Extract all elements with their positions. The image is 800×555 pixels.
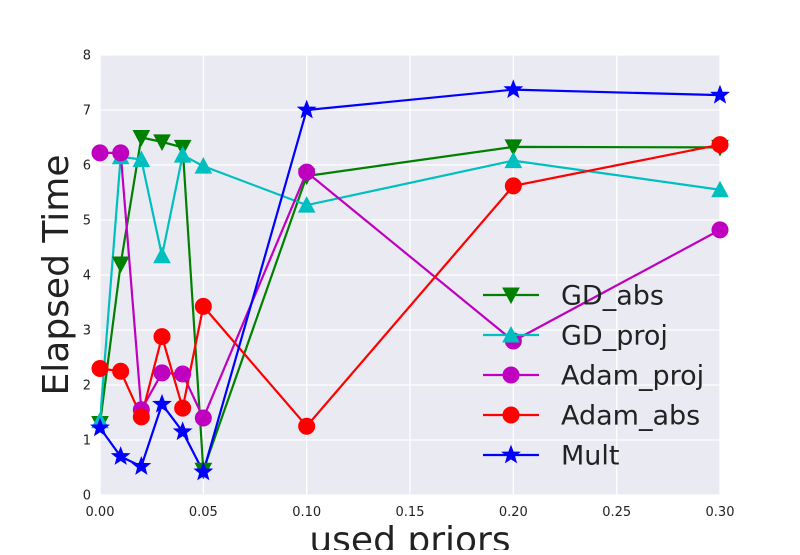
legend-label-adam-proj: Adam_proj — [561, 361, 704, 392]
data-point-mult — [193, 461, 214, 481]
data-point-gd-abs — [132, 130, 151, 147]
grid — [99, 54, 721, 496]
data-point-gd-proj — [173, 146, 192, 163]
data-point-adam-abs — [91, 360, 109, 377]
data-point-adam-abs — [112, 362, 130, 380]
data-point-gd-abs — [153, 134, 171, 151]
x-tick-label: 0.10 — [292, 505, 321, 520]
x-axis-title: used priors — [309, 520, 510, 550]
data-point-mult — [503, 79, 524, 99]
data-point-mult — [710, 84, 730, 104]
data-point-mult — [172, 421, 193, 441]
data-point-mult — [90, 417, 110, 437]
data-point-adam-abs — [504, 177, 522, 195]
legend-marker-gd-proj — [502, 325, 520, 343]
legend-marker-adam-proj — [502, 366, 520, 384]
y-tick-label: 0 — [83, 489, 91, 504]
x-tick-label: 0.20 — [499, 505, 528, 520]
x-tick-label: 0.15 — [396, 505, 425, 520]
y-tick-label: 3 — [83, 324, 91, 339]
legend: GD_abs GD_proj Adam_proj Adam_abs Mult — [483, 281, 704, 472]
y-tick-label: 6 — [83, 159, 91, 174]
y-tick-label: 2 — [83, 379, 91, 394]
legend-marker-gd-abs — [502, 287, 520, 305]
x-tick-label: 0.25 — [602, 505, 631, 520]
data-point-gd-proj — [153, 246, 171, 264]
data-point-adam-abs — [711, 136, 729, 154]
data-point-mult — [296, 99, 317, 119]
x-tick-label: 0.30 — [706, 505, 735, 520]
data-point-adam-abs — [153, 328, 171, 346]
y-tick-label: 5 — [83, 214, 91, 229]
data-point-adam-abs — [298, 417, 316, 435]
data-point-adam-proj — [194, 409, 212, 427]
data-point-gd-proj — [504, 151, 523, 169]
data-point-adam-proj — [153, 364, 171, 382]
data-point-mult — [152, 393, 172, 413]
y-tick-label: 4 — [83, 269, 91, 284]
x-tick-label: 0.05 — [189, 505, 218, 520]
legend-marker-mult — [501, 444, 521, 464]
legend-label-gd-abs: GD_abs — [561, 281, 664, 312]
data-point-adam-proj — [174, 365, 192, 383]
data-point-mult — [110, 446, 131, 465]
legend-marker-adam-abs — [502, 406, 520, 424]
y-tick-label: 1 — [83, 434, 91, 449]
data-point-gd-proj — [711, 180, 729, 198]
data-point-adam-proj — [91, 144, 109, 162]
data-point-adam-proj — [112, 144, 130, 162]
data-point-gd-proj — [132, 150, 151, 167]
tick-labels: 0.00 0.05 0.10 0.15 0.20 0.25 0.30 0 1 2 3 4 5 6 7 8 — [83, 49, 735, 521]
data-point-gd-proj — [297, 196, 316, 213]
legend-label-adam-abs: Adam_abs — [561, 401, 700, 432]
y-tick-label: 8 — [83, 49, 91, 64]
y-axis-title: Elapsed Time — [36, 155, 77, 396]
data-point-gd-proj — [194, 157, 213, 174]
data-point-adam-proj — [711, 221, 729, 239]
data-point-adam-abs — [132, 408, 150, 426]
data-point-adam-proj — [298, 163, 316, 181]
y-tick-label: 7 — [83, 104, 91, 119]
data-point-adam-abs — [194, 297, 212, 315]
x-tick-label: 0.00 — [86, 505, 115, 520]
data-point-gd-abs — [504, 139, 523, 156]
data-point-adam-abs — [174, 399, 192, 417]
data-point-gd-abs — [111, 256, 130, 274]
legend-label-gd-proj: GD_proj — [561, 321, 668, 352]
data-point-mult — [131, 455, 152, 475]
legend-label-mult: Mult — [561, 441, 620, 472]
markers — [90, 79, 730, 481]
